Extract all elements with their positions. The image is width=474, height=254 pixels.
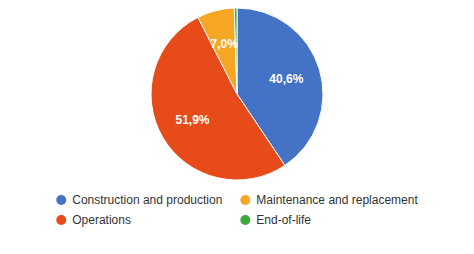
data-label: 51,9% [175,113,209,127]
legend-label: Operations [72,213,131,227]
data-label: 40,6% [269,72,303,86]
data-label: 7,0% [210,37,238,51]
legend-marker [240,195,250,205]
legend-label: End-of-life [256,213,311,227]
legend-marker [56,215,66,225]
legend-label: Construction and production [72,193,222,207]
legend-item: End-of-life [240,213,311,227]
legend-marker [56,195,66,205]
legend-item: Operations [56,213,131,227]
chart: 40,6% 51,9% 7,0% Construction and productio… [0,0,474,254]
legend-marker [240,215,250,225]
slice [151,17,285,180]
legend-label: Maintenance and replacement [256,193,418,207]
pie [151,8,323,180]
legend-item: Maintenance and replacement [240,193,418,207]
data-labels: 40,6% 51,9% 7,0% [175,37,303,127]
legend: Construction and production Operations Mai… [56,193,418,227]
legend-item: Construction and production [56,193,222,207]
